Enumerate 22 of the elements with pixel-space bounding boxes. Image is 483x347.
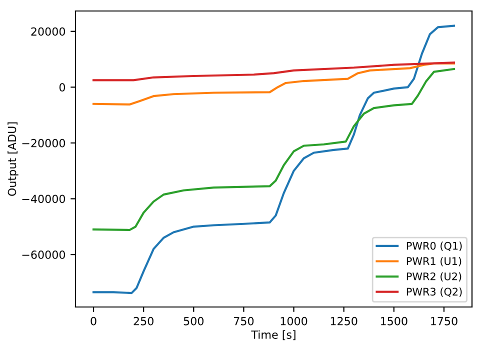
x-tick-label: 750 [234, 316, 254, 326]
y-tick-label: −60000 [22, 250, 66, 259]
y-tick-label: 20000 [31, 27, 66, 36]
line-series [92, 68, 456, 232]
line-series [92, 62, 456, 82]
x-tick-label: 250 [134, 316, 154, 326]
x-tick-label: 1250 [330, 316, 358, 326]
legend-label: PWR3 (Q2) [406, 288, 462, 297]
y-axis-title: Output [ADU] [8, 122, 18, 196]
legend-label: PWR2 (U2) [406, 272, 462, 282]
x-tick-label: 0 [90, 316, 96, 326]
legend-label: PWR0 (Q1) [406, 242, 462, 251]
x-axis-title: Time [s] [251, 330, 296, 340]
y-tick-label: −40000 [22, 194, 66, 204]
y-tick-label: −20000 [22, 138, 66, 148]
x-tick-label: 500 [184, 316, 204, 326]
x-tick-label: 1750 [431, 316, 458, 326]
x-tick-label: 1500 [380, 316, 408, 326]
legend-label: PWR1 (U1) [406, 256, 462, 266]
x-tick-label: 1000 [280, 316, 308, 326]
line-series [92, 62, 456, 106]
y-tick-label: 0 [59, 83, 66, 92]
